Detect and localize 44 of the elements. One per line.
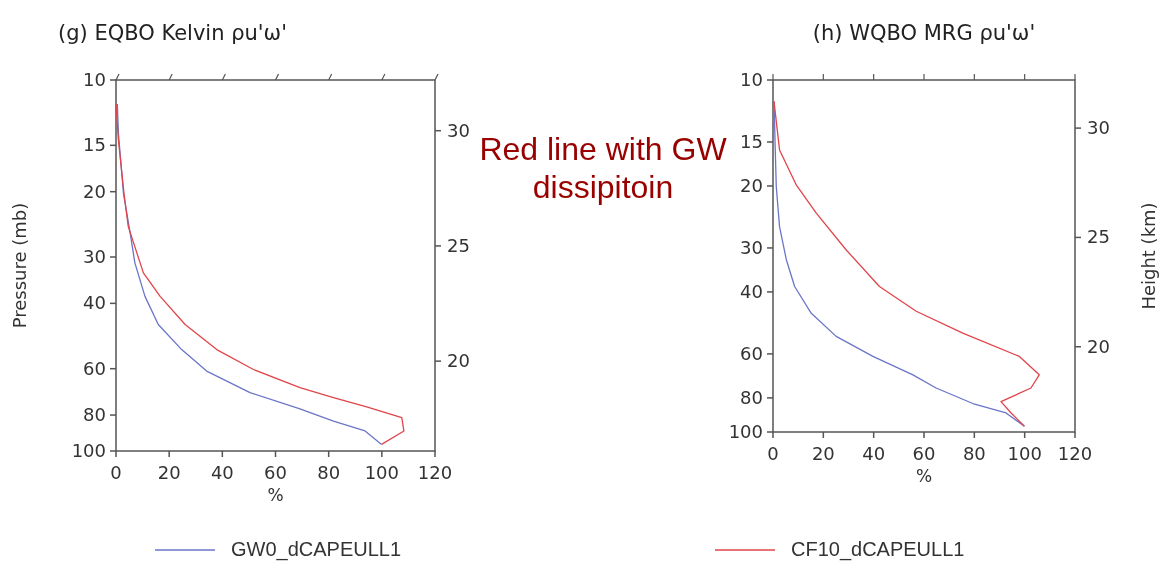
y-tick-label: 80 xyxy=(740,386,763,408)
x-tick-label: 100 xyxy=(364,462,400,483)
x-tick-label: 60 xyxy=(912,443,936,464)
legend-label: CF10_dCAPEULL1 xyxy=(791,538,965,561)
x-tick-label: 40 xyxy=(210,462,234,483)
x-tick-label: 60 xyxy=(264,462,287,483)
chart-title: (h) WQBO MRG ρu'ω' xyxy=(812,21,1036,45)
y2-tick-label: 20 xyxy=(447,350,470,372)
y-tick-label: 10 xyxy=(83,69,106,90)
y2-tick-label: 30 xyxy=(1087,117,1110,139)
legend-label: GW0_dCAPEULL1 xyxy=(231,538,402,561)
y-tick-label: 30 xyxy=(740,236,763,258)
x-tick-label: 0 xyxy=(767,443,779,464)
y-tick-label: 40 xyxy=(83,292,106,314)
x-axis-title: % xyxy=(267,485,284,505)
x-tick-label: 120 xyxy=(1057,443,1093,464)
y-tick-label: 80 xyxy=(83,404,106,426)
x-tick-label: 20 xyxy=(811,443,835,464)
y-tick-label: 40 xyxy=(740,280,763,302)
text: Red line with GW dissipitoin xyxy=(478,130,728,206)
x-tick-label: 80 xyxy=(962,443,986,464)
y2-tick-label: 20 xyxy=(1087,335,1110,357)
y-tick-label: 20 xyxy=(83,180,106,202)
y2-tick-label: 25 xyxy=(447,234,470,256)
y-tick-label: 20 xyxy=(740,174,763,196)
y-tick-label: 100 xyxy=(728,421,763,442)
x-tick-label: 120 xyxy=(417,462,453,483)
x-tick-label: 80 xyxy=(317,462,341,483)
y-tick-label: 30 xyxy=(83,246,106,268)
y-tick-label: 60 xyxy=(83,357,106,379)
y2-tick-label: 30 xyxy=(447,119,470,141)
chart-title: (g) EQBO Kelvin ρu'ω' xyxy=(58,21,287,45)
y-axis-title: Pressure (mb) xyxy=(9,202,30,329)
y-tick-label: 60 xyxy=(740,342,763,364)
x-tick-label: 20 xyxy=(157,462,181,483)
y-tick-label: 10 xyxy=(740,69,763,90)
x-tick-label: 100 xyxy=(1007,443,1042,464)
x-tick-label: 0 xyxy=(110,462,122,483)
x-axis-title: % xyxy=(915,466,933,486)
y-tick-label: 15 xyxy=(740,130,763,152)
x-tick-label: 40 xyxy=(862,443,886,464)
y2-tick-label: 25 xyxy=(1087,226,1110,248)
y2-axis-title: Height (km) xyxy=(1138,202,1159,310)
y-tick-label: 15 xyxy=(83,134,106,156)
